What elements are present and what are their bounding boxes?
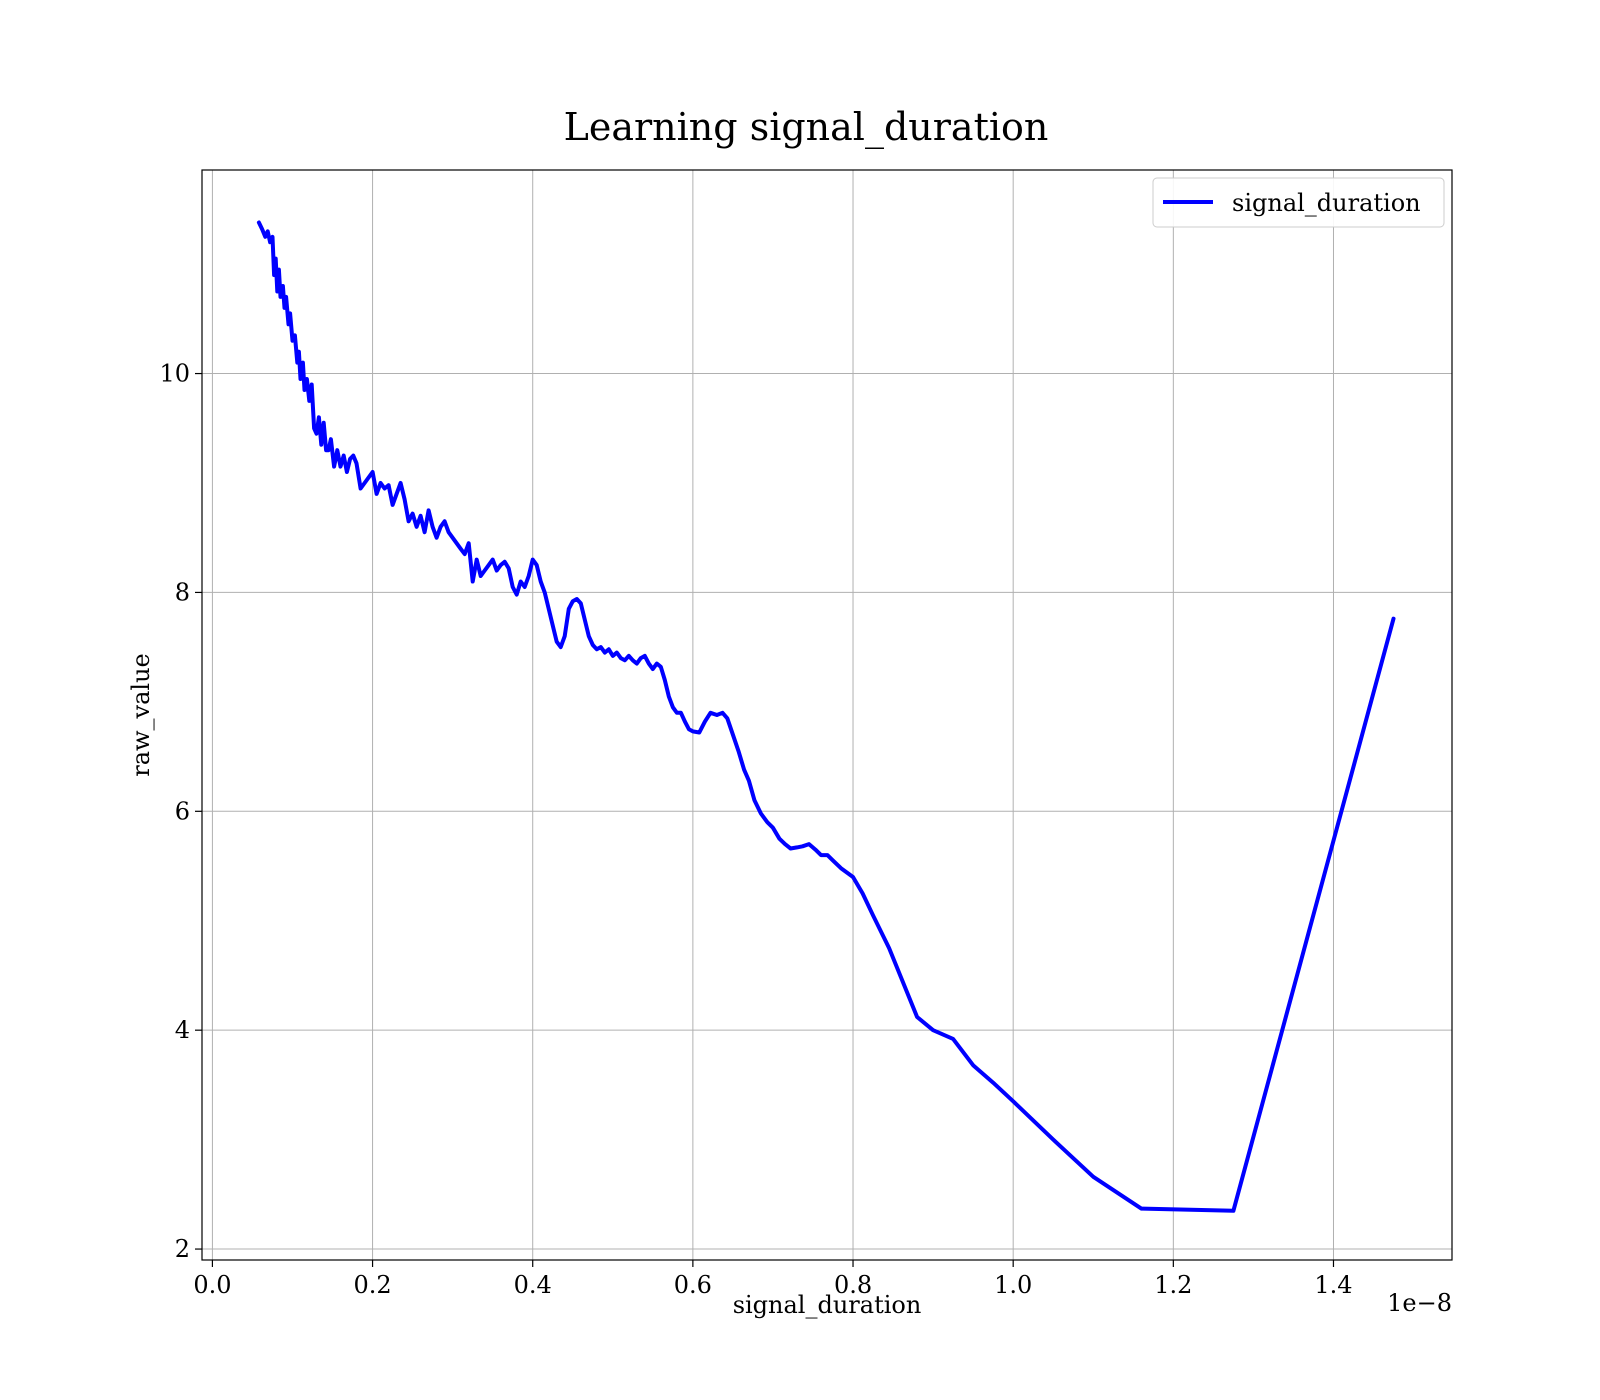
x-tick-label: 1.0 [994,1271,1032,1299]
x-tick-label: 0.0 [193,1271,231,1299]
legend-label-signal-duration: signal_duration [1232,189,1421,217]
x-tick-label: 0.8 [834,1271,872,1299]
y-tick-label: 4 [175,1016,190,1044]
legend-frame [1152,177,1445,228]
legend: signal_duration [1152,177,1445,228]
x-axis-label: signal_duration [733,1291,922,1319]
y-tick-label: 10 [159,360,190,388]
x-tick-label: 0.4 [514,1271,552,1299]
x-tick-label: 0.2 [353,1271,391,1299]
y-tick-label: 2 [175,1235,190,1263]
y-tick-label: 6 [175,797,190,825]
x-tick-label: 1.4 [1314,1271,1352,1299]
x-tick-label: 0.6 [674,1271,712,1299]
axis-ticks: 0.0 0.2 0.4 0.6 0.8 1.0 1.2 1.4 2 4 6 8 10 [159,360,1352,1299]
series-line-signal-duration [256,220,1396,1213]
x-tick-label: 1.2 [1154,1271,1192,1299]
y-tick-label: 8 [175,578,190,606]
chart-title: Learning signal_duration [564,105,1049,150]
y-axis-label: raw_value [127,653,155,777]
series-layer [256,220,1396,1213]
grid-lines [202,170,1452,1260]
x-axis-offset-label: 1e−8 [1387,1289,1452,1317]
plot-area-frame [201,169,1453,1261]
